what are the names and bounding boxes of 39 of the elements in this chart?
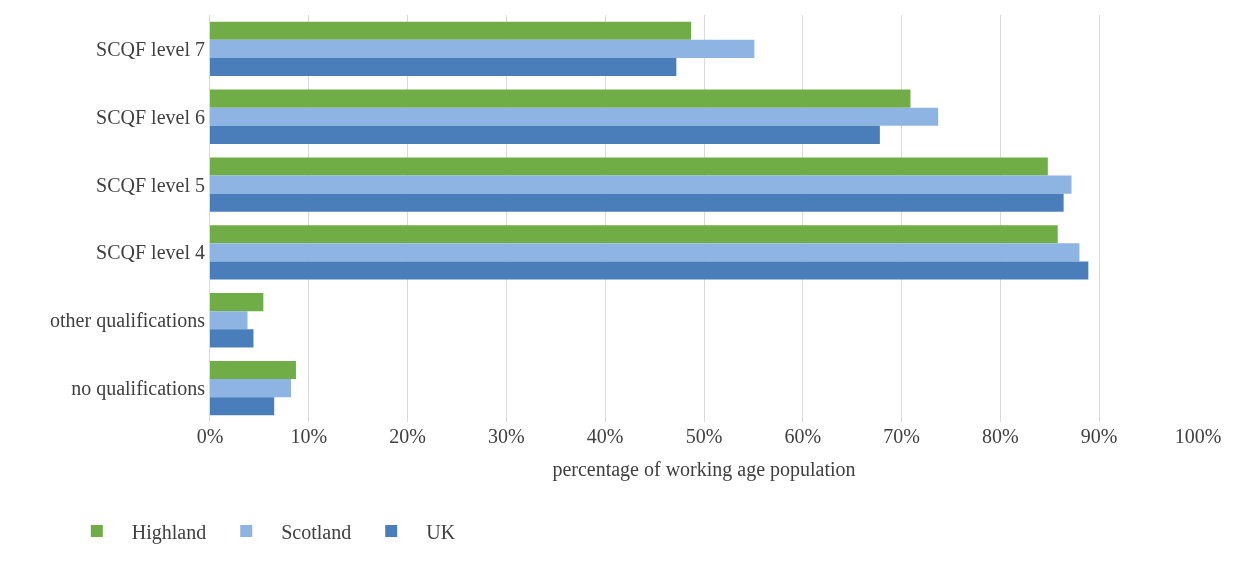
- y-tick-label: SCQF level 4: [96, 241, 205, 264]
- x-tick-label: 10%: [290, 425, 328, 447]
- x-tick-label: 0%: [196, 425, 224, 447]
- bar: [210, 193, 1064, 212]
- bar: [210, 107, 939, 126]
- x-tick-label: 100%: [1174, 425, 1222, 447]
- bar: [210, 379, 292, 398]
- bar: [210, 397, 275, 416]
- legend-label: UK: [426, 520, 456, 543]
- bar: [210, 125, 880, 144]
- legend-label: Highland: [131, 520, 207, 544]
- bar: [210, 311, 248, 330]
- x-tick-label: 50%: [685, 425, 723, 447]
- x-tick-label: 90%: [1080, 425, 1118, 447]
- y-tick-label: SCQF level 6: [96, 105, 205, 128]
- x-axis-title: percentage of working age population: [552, 457, 856, 481]
- y-tick-label: no qualifications: [71, 377, 206, 401]
- bar: [210, 329, 254, 348]
- bar: [210, 243, 1080, 262]
- bar: [210, 39, 755, 58]
- bar: [210, 89, 911, 108]
- bar: [210, 293, 264, 312]
- x-tick-label: 70%: [883, 425, 920, 447]
- legend-label: Scotland: [281, 520, 352, 543]
- x-tick-label: 60%: [784, 425, 822, 447]
- y-tick-label: SCQF level 7: [96, 37, 205, 60]
- x-tick-label: 20%: [389, 425, 426, 447]
- x-tick-label: 30%: [488, 425, 525, 447]
- bar: [210, 175, 1072, 194]
- bar: [210, 360, 296, 380]
- bar: [210, 157, 1048, 176]
- bar: [210, 225, 1058, 244]
- y-tick-label: SCQF level 5: [96, 173, 205, 196]
- bar: [210, 21, 692, 40]
- y-tick-label: other qualifications: [50, 309, 206, 333]
- bar: [210, 261, 1089, 280]
- x-tick-label: 40%: [586, 425, 624, 447]
- bar: [210, 57, 677, 77]
- x-tick-label: 80%: [982, 425, 1019, 447]
